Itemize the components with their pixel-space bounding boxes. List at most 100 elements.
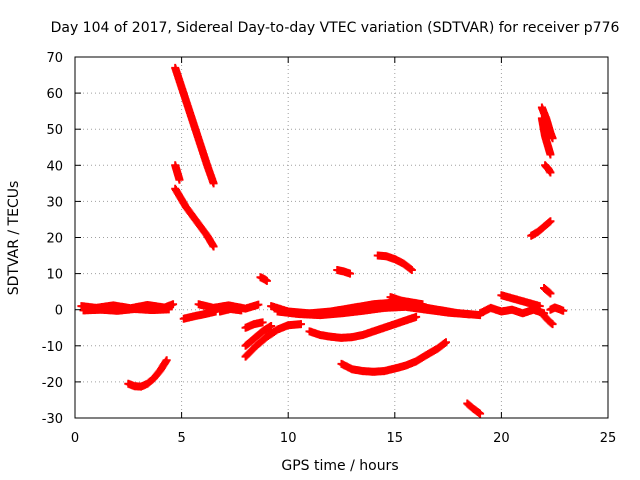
data-point [209, 303, 218, 312]
data-point [535, 302, 544, 311]
y-tick-label: -20 [42, 376, 63, 391]
series-trace [171, 186, 217, 250]
data-series [541, 161, 555, 177]
data-point [401, 361, 410, 370]
data-point [550, 303, 559, 312]
data-point [339, 267, 348, 276]
data-point [241, 341, 250, 350]
data-points [77, 63, 568, 418]
data-point [380, 303, 389, 312]
data-point [256, 273, 265, 282]
data-point [164, 305, 173, 314]
data-point [192, 217, 201, 226]
data-point [137, 382, 146, 391]
data-point [348, 365, 357, 374]
data-point [358, 306, 367, 315]
data-point [173, 168, 182, 177]
data-point [444, 308, 453, 317]
data-series [241, 321, 276, 350]
data-point [533, 228, 542, 237]
data-point [546, 289, 555, 298]
x-tick-label: 25 [600, 431, 617, 446]
data-point [544, 143, 553, 152]
y-tick-label: -30 [42, 412, 63, 427]
data-point [149, 374, 158, 383]
data-series [497, 291, 544, 311]
data-point [179, 314, 188, 323]
data-point [284, 321, 293, 330]
data-point [181, 96, 190, 105]
x-tick-label: 5 [177, 431, 185, 446]
data-point [267, 302, 276, 311]
data-point [386, 293, 395, 302]
data-point [171, 161, 180, 170]
data-point [241, 352, 250, 361]
data-point [476, 309, 485, 318]
data-series [256, 273, 271, 285]
data-point [401, 316, 410, 325]
data-point [169, 300, 178, 309]
data-point [203, 161, 212, 170]
series-trace [274, 302, 472, 320]
data-point [346, 269, 355, 278]
y-tick-label: 30 [46, 195, 63, 210]
data-point [305, 327, 314, 336]
x-tick-label: 15 [387, 431, 404, 446]
y-tick-label: 40 [46, 159, 63, 174]
data-point [537, 114, 546, 123]
series-trace [80, 305, 172, 315]
data-point [252, 341, 261, 350]
data-point [273, 307, 282, 316]
data-series [527, 217, 555, 240]
data-point [77, 302, 86, 311]
data-point [181, 202, 190, 211]
data-point [508, 305, 517, 314]
data-point [358, 330, 367, 339]
x-axis-label: GPS time / hours [281, 458, 398, 474]
data-point [537, 309, 546, 318]
y-tick-label: 20 [46, 232, 63, 247]
data-series [537, 309, 557, 329]
x-tick-label: 20 [493, 431, 510, 446]
data-point [316, 330, 325, 339]
data-point [171, 184, 180, 193]
data-point [554, 304, 563, 313]
data-series [540, 284, 555, 298]
data-point [337, 333, 346, 342]
data-point [209, 242, 218, 251]
data-point [294, 310, 303, 319]
data-point [215, 307, 224, 316]
data-point [518, 309, 527, 318]
data-series [124, 356, 171, 391]
data-point [337, 309, 346, 318]
data-series [333, 265, 355, 278]
data-point [237, 306, 246, 315]
axis-ticks [74, 56, 609, 419]
data-point [380, 323, 389, 332]
y-tick-label: 50 [46, 123, 63, 138]
data-series [305, 312, 421, 342]
data-point [175, 175, 184, 184]
y-tick-label: 60 [46, 87, 63, 102]
data-point [469, 404, 478, 413]
data-point [412, 357, 421, 366]
data-point [373, 251, 382, 260]
data-point [194, 300, 203, 309]
y-tick-label: -10 [42, 340, 63, 355]
data-point [226, 304, 235, 313]
data-point [497, 307, 506, 316]
data-point [544, 316, 553, 325]
x-tick-labels: 0 5 10 15 20 25 [71, 431, 616, 446]
data-point [258, 318, 267, 327]
data-point [422, 350, 431, 359]
data-series [171, 161, 184, 184]
data-point [326, 332, 335, 341]
data-series [241, 318, 267, 332]
data-point [113, 306, 122, 315]
x-tick-label: 10 [280, 431, 297, 446]
y-tick-labels: -30 -20 -10 0 10 20 30 40 50 60 70 [42, 51, 63, 427]
data-point [527, 231, 536, 240]
data-point [143, 379, 152, 388]
data-point [241, 304, 250, 313]
